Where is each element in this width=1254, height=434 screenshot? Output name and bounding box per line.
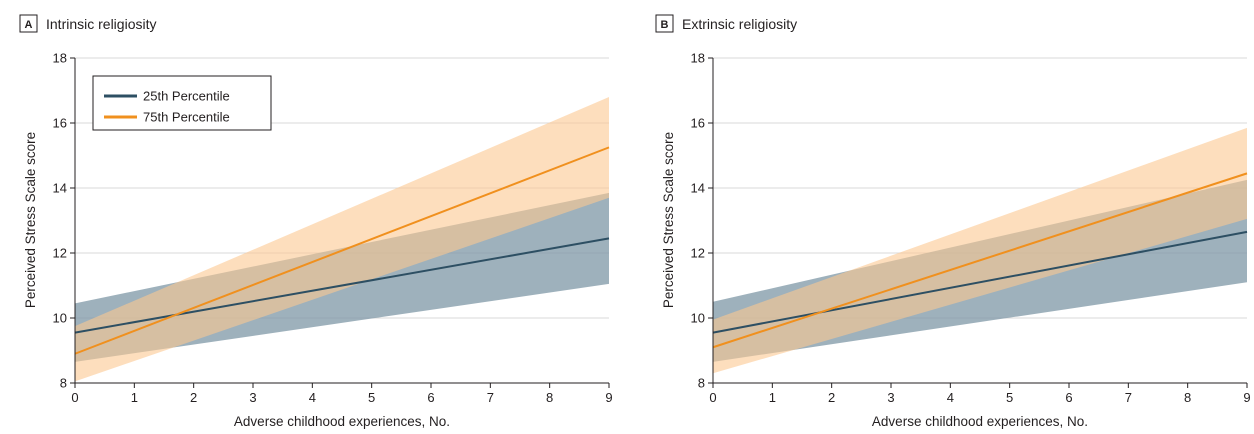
panel-a-xtick-label-3: 3 [249,390,256,405]
panel-a-xtick-label-0: 0 [71,390,78,405]
panel-b-xtick-label-4: 4 [947,390,954,405]
panel-b: B Extrinsic religiosity Perceived Stress… [655,14,1251,429]
panel-a-letter: A [25,19,33,31]
panel-b-xtick-label-2: 2 [828,390,835,405]
panel-b-xtick-label-1: 1 [769,390,776,405]
panel-b-xtick-label-9: 9 [1243,390,1250,405]
panel-b-line-25th-percentile [712,230,1248,334]
panel-a-ytick-label-18: 18 [53,51,67,66]
panel-b-ytick-label-18: 18 [691,51,705,66]
panel-b-ytick-label-16: 16 [691,116,705,131]
panel-a-ytick-label-10: 10 [53,311,67,326]
panel-a-xtick-label-4: 4 [309,390,316,405]
panel-a-xtick-label-6: 6 [427,390,434,405]
panel-a-band-75th-percentile [75,97,609,382]
panel-b-ytick-label-8: 8 [698,376,705,391]
panel-b-line-75th-percentile [712,172,1248,349]
panel-b-letter: B [661,19,669,31]
panel-a-ytick-label-14: 14 [53,181,67,196]
panel-a-ytick-label-16: 16 [53,116,67,131]
panel-b-y-axis-title: Perceived Stress Scale score [661,132,676,308]
panel-b-xtick-label-6: 6 [1065,390,1072,405]
panel-a-x-axis-title: Adverse childhood experiences, No. [234,414,450,429]
panel-a-xtick-label-8: 8 [546,390,553,405]
panel-a-line-75th-percentile [74,146,610,355]
panel-a-ytick-label-8: 8 [60,376,67,391]
panel-b-ytick-label-12: 12 [691,246,705,261]
panel-b-ytick-label-10: 10 [691,311,705,326]
panel-a-line-25th-percentile [74,237,610,334]
panel-a-title: Intrinsic religiosity [46,16,156,32]
panel-a: A Intrinsic religiosity Perceived Stress… [19,14,613,429]
panel-b-xtick-label-8: 8 [1184,390,1191,405]
legend-label-25th: 25th Percentile [143,89,230,104]
panel-a-xtick-label-9: 9 [605,390,612,405]
panel-a-xtick-label-1: 1 [131,390,138,405]
panel-b-x-axis-title: Adverse childhood experiences, No. [872,414,1088,429]
panel-a-letter-box [19,14,38,33]
panel-a-y-axis-title: Perceived Stress Scale score [23,132,38,308]
panel-b-xtick-label-7: 7 [1125,390,1132,405]
panel-b-ytick-label-14: 14 [691,181,705,196]
legend-label-75th: 75th Percentile [143,110,230,125]
legend-box [92,75,272,131]
panel-a-xtick-label-2: 2 [190,390,197,405]
panel-b-letter-box [655,14,674,33]
panel-b-xtick-label-5: 5 [1006,390,1013,405]
panel-a-xtick-label-7: 7 [487,390,494,405]
panel-b-title: Extrinsic religiosity [682,16,797,32]
panel-b-xtick-label-0: 0 [709,390,716,405]
panel-b-xtick-label-3: 3 [887,390,894,405]
panel-a-xtick-label-5: 5 [368,390,375,405]
legend: 25th Percentile 75th Percentile [92,75,272,131]
panel-b-band-75th-percentile [713,127,1247,374]
panel-a-ytick-label-12: 12 [53,246,67,261]
